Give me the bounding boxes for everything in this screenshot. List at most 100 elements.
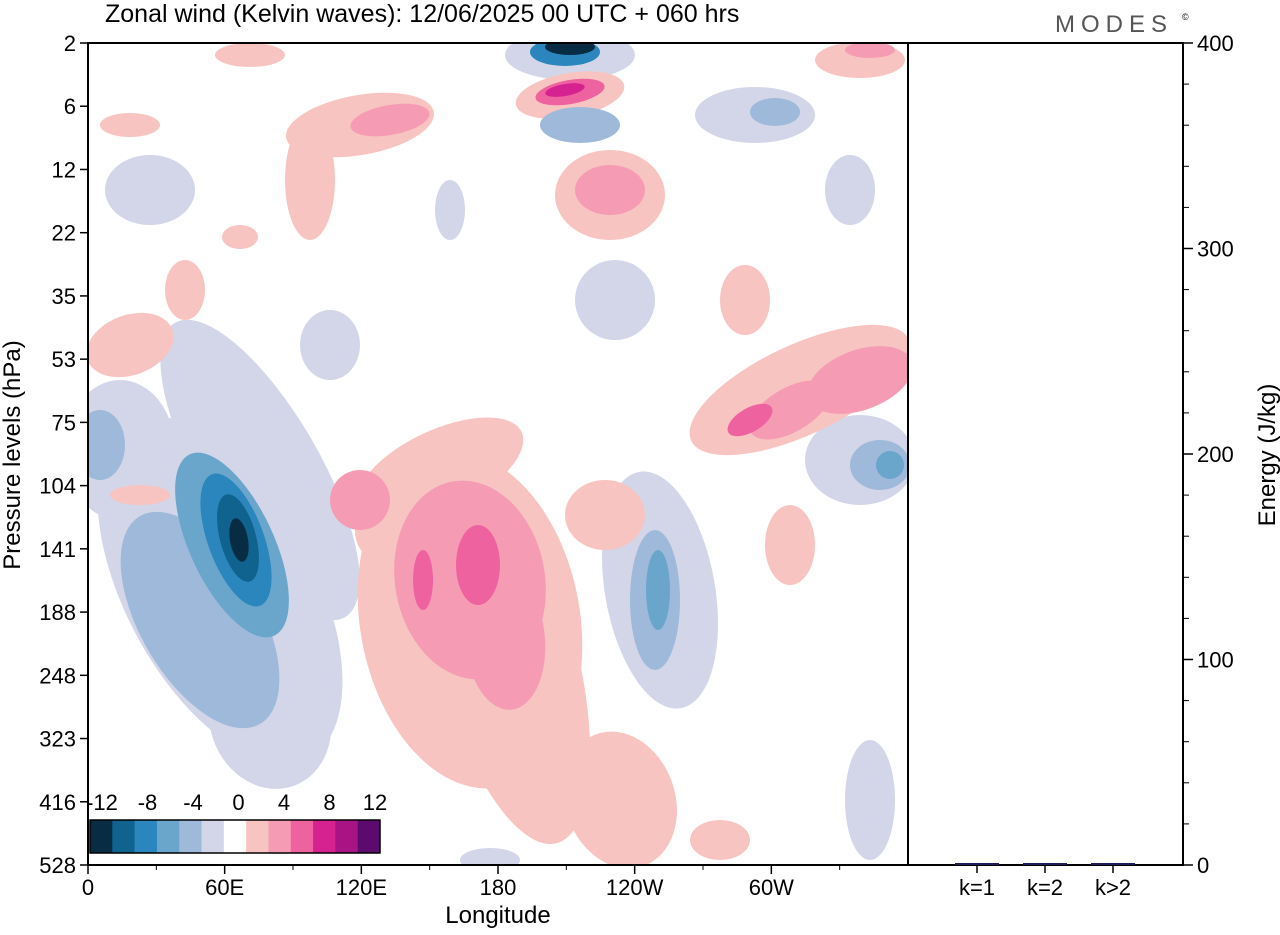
contour-patch <box>413 550 433 610</box>
colorbar-swatch <box>201 820 225 853</box>
contour-patch <box>720 265 770 335</box>
energy-tick-label: 300 <box>1197 237 1234 262</box>
colorbar-label: 4 <box>278 790 290 815</box>
y-axis-title: Pressure levels (hPa) <box>0 340 26 569</box>
chart-title: Zonal wind (Kelvin waves): 12/06/2025 00… <box>105 0 739 28</box>
colorbar-frame <box>89 819 381 854</box>
y-tick-label: 35 <box>52 284 76 309</box>
contour-patch <box>750 98 800 126</box>
colorbar-label: -8 <box>138 790 158 815</box>
contour-patch <box>120 511 280 729</box>
x-tick-label: 180 <box>480 875 517 900</box>
contour-patch <box>646 550 670 630</box>
contour-patch <box>300 310 360 380</box>
y-tick-label: 22 <box>52 221 76 246</box>
contour-patch <box>727 403 773 437</box>
brand-logo: MODES <box>1055 11 1173 38</box>
y-tick-label: 104 <box>39 474 76 499</box>
contour-patch <box>575 260 655 340</box>
y-tick-label: 75 <box>52 410 76 435</box>
energy-tick-label: 200 <box>1197 442 1234 467</box>
y-tick-label: 12 <box>52 157 76 182</box>
contour-patch <box>330 470 390 530</box>
x-tick-label: 60E <box>205 875 244 900</box>
colorbar-swatch <box>90 820 113 853</box>
colorbar-swatch <box>335 820 359 853</box>
colorbar-swatch <box>112 820 136 853</box>
y-tick-label: 323 <box>39 727 76 752</box>
contour-patch <box>160 319 360 621</box>
contour-patch <box>456 525 500 605</box>
x-tick-label: 120E <box>336 875 387 900</box>
colorbar-label: 0 <box>232 790 244 815</box>
contour-patch <box>563 731 677 865</box>
colorbar-label: -4 <box>183 790 203 815</box>
colorbar-swatch <box>246 820 269 853</box>
contour-field <box>88 43 908 865</box>
contour-patch <box>88 312 174 378</box>
y-tick-label: 141 <box>39 537 76 562</box>
contour-patch <box>435 180 465 240</box>
contour-patch <box>845 43 895 58</box>
contour-patch <box>540 107 620 143</box>
contour-patch <box>749 380 831 440</box>
colorbar-label: 8 <box>323 790 335 815</box>
contour-patch <box>110 485 170 505</box>
contour-patch <box>229 518 249 562</box>
x-tick-label: 120W <box>606 875 664 900</box>
energy-category-label: k>2 <box>1095 875 1131 900</box>
x-tick-label: 60W <box>749 875 794 900</box>
energy-axis-title: Energy (J/kg) <box>1254 384 1280 527</box>
contour-patch <box>825 155 875 225</box>
y-tick-label: 528 <box>39 853 76 878</box>
colorbar-label: 12 <box>363 790 387 815</box>
colorbar-swatch <box>156 820 180 853</box>
energy-bar <box>1091 863 1135 865</box>
colorbar-swatch <box>179 820 203 853</box>
colorbar-swatch <box>290 820 314 853</box>
contour-patch <box>356 417 524 523</box>
contour-patch <box>807 346 908 414</box>
brand-mark: © <box>1182 12 1189 22</box>
contour-patch <box>100 113 160 137</box>
contour-patch <box>285 120 335 240</box>
contour-patch <box>105 155 195 225</box>
colorbar-swatch <box>223 820 247 853</box>
colorbar-swatch <box>313 820 336 853</box>
contour-patch <box>690 820 750 860</box>
energy-plot-frame <box>907 42 1184 866</box>
energy-tick-label: 400 <box>1197 31 1234 56</box>
contour-patch <box>575 165 645 215</box>
contour-patch <box>350 103 430 137</box>
y-tick-label: 6 <box>64 94 76 119</box>
energy-bars: k=1 k=2 k>2 <box>955 863 1135 900</box>
contour-patch <box>464 570 546 710</box>
colorbar-swatch <box>357 820 381 853</box>
energy-category-label: k=1 <box>959 875 995 900</box>
contour-patch <box>545 43 595 55</box>
contour-patch <box>460 848 520 865</box>
contour-patch <box>88 410 125 480</box>
contour-patch <box>545 83 585 97</box>
y-tick-label: 53 <box>52 347 76 372</box>
energy-category-label: k=2 <box>1027 875 1063 900</box>
energy-bar <box>1023 863 1067 865</box>
y-tick-label: 2 <box>64 31 76 56</box>
y-tick-label: 416 <box>39 790 76 815</box>
contour-patch <box>876 451 904 479</box>
colorbar: -12 -8 -4 0 4 8 12 <box>86 790 387 854</box>
x-tick-label: 0 <box>82 875 94 900</box>
y-tick-label: 188 <box>39 600 76 625</box>
energy-tick-label: 100 <box>1197 648 1234 673</box>
contour-patch <box>845 740 895 860</box>
x-axis-title: Longitude <box>445 902 550 929</box>
contour-patch <box>565 480 645 550</box>
contour-patch <box>215 43 285 67</box>
contour-patch <box>765 505 815 585</box>
energy-tick-label: 0 <box>1197 853 1209 878</box>
contour-patch <box>222 225 258 249</box>
colorbar-swatch <box>134 820 158 853</box>
